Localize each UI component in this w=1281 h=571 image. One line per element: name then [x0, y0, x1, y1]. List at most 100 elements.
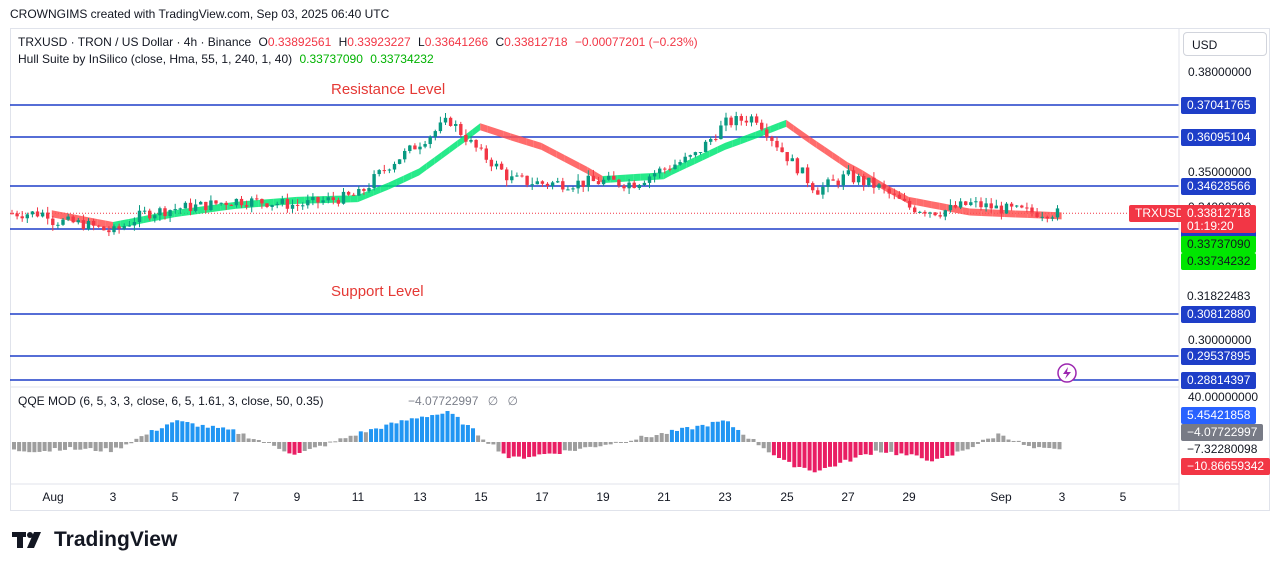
- hull-segment: [396, 175, 404, 187]
- candle-body: [902, 198, 907, 201]
- qqe-bar: [741, 434, 746, 442]
- candle-body: [673, 164, 677, 169]
- candle-body: [576, 180, 580, 189]
- candle: [622, 184, 626, 192]
- qqe-value-tag: −7.32280098: [1181, 441, 1264, 458]
- candle-body: [862, 175, 866, 186]
- hull-segment: [105, 220, 113, 230]
- resistance-annotation: Resistance Level: [331, 81, 445, 98]
- qqe-bar: [287, 442, 292, 454]
- hull-segment: [694, 153, 703, 165]
- candle: [785, 151, 789, 166]
- qqe-bar: [1001, 435, 1006, 442]
- candle-body: [193, 204, 198, 211]
- candle: [295, 199, 300, 212]
- candle: [81, 214, 86, 231]
- candle-body: [601, 179, 606, 185]
- candle-body: [923, 211, 927, 214]
- qqe-axis-tick: 40.00000000: [1188, 390, 1258, 404]
- hull-segment: [457, 134, 465, 148]
- candle-body: [948, 204, 953, 211]
- candle-body: [86, 220, 91, 230]
- candle-body: [301, 205, 305, 207]
- qqe-bar: [272, 442, 277, 446]
- qqe-bar: [139, 436, 144, 442]
- candle: [678, 159, 682, 166]
- hull-segment: [671, 164, 680, 176]
- candle-body: [632, 182, 636, 188]
- candle: [897, 191, 902, 200]
- qqe-bar: [22, 442, 27, 452]
- qqe-value-tag: −10.86659342: [1181, 458, 1271, 475]
- tradingview-logo[interactable]: TradingView: [12, 528, 177, 552]
- candle: [489, 157, 494, 172]
- hull-segment: [625, 174, 634, 182]
- candle-body: [224, 202, 228, 205]
- qqe-bar: [578, 442, 583, 449]
- candle: [25, 212, 29, 224]
- candle-body: [984, 203, 988, 208]
- time-tick: 3: [110, 490, 117, 504]
- candle-body: [20, 216, 24, 219]
- time-tick: 3: [1059, 490, 1066, 504]
- candle-body: [239, 198, 244, 206]
- hull-segment: [181, 208, 190, 217]
- qqe-bar: [165, 424, 169, 442]
- candle-body: [913, 207, 917, 213]
- hull-segment: [51, 210, 60, 219]
- hull-segment: [969, 208, 982, 217]
- qqe-bar: [170, 422, 175, 442]
- qqe-bar: [720, 420, 725, 442]
- hull-segment: [120, 219, 129, 228]
- candle-body: [10, 213, 14, 215]
- candle: [826, 177, 830, 193]
- qqe-bar: [399, 420, 404, 442]
- qqe-bar: [664, 433, 669, 442]
- qqe-bar: [822, 442, 827, 468]
- candle: [811, 181, 815, 194]
- candle: [142, 206, 147, 215]
- hull-price-tag: 0.33734232: [1181, 253, 1257, 270]
- qqe-bar: [970, 442, 975, 448]
- candle-body: [295, 204, 300, 206]
- candle: [326, 192, 330, 204]
- candle: [209, 195, 213, 211]
- currency-selector[interactable]: USD: [1183, 32, 1267, 56]
- hull-segment: [916, 198, 924, 207]
- candle: [882, 180, 886, 194]
- hull-segment: [296, 196, 305, 204]
- candle-body: [1055, 208, 1060, 218]
- qqe-bar: [583, 442, 588, 448]
- candle: [933, 211, 937, 217]
- candle-body: [841, 174, 845, 186]
- candle: [316, 196, 320, 209]
- hull-segment: [732, 137, 741, 148]
- candle: [397, 159, 402, 165]
- candle: [938, 211, 942, 219]
- candle-body: [729, 117, 733, 126]
- qqe-bar: [312, 442, 317, 448]
- candle: [163, 206, 167, 220]
- candle-body: [933, 212, 937, 216]
- tradingview-wordmark: TradingView: [54, 528, 178, 551]
- candle-body: [372, 174, 376, 189]
- candle-body: [40, 212, 45, 217]
- candle-body: [234, 198, 239, 206]
- candle-body: [244, 205, 249, 207]
- candle-body: [581, 180, 585, 187]
- qqe-bar: [144, 434, 149, 442]
- high-label: H: [338, 35, 348, 49]
- candle: [71, 214, 75, 224]
- candle-body: [76, 220, 80, 223]
- close-label: C: [495, 35, 505, 49]
- candle-body: [250, 198, 254, 207]
- candle: [1040, 211, 1044, 222]
- candle: [571, 186, 575, 193]
- qqe-bar: [598, 442, 603, 447]
- candle: [464, 129, 468, 146]
- lightning-icon[interactable]: [1057, 363, 1077, 383]
- qqe-bar: [42, 442, 47, 451]
- candle: [137, 205, 142, 228]
- qqe-bar: [154, 430, 159, 442]
